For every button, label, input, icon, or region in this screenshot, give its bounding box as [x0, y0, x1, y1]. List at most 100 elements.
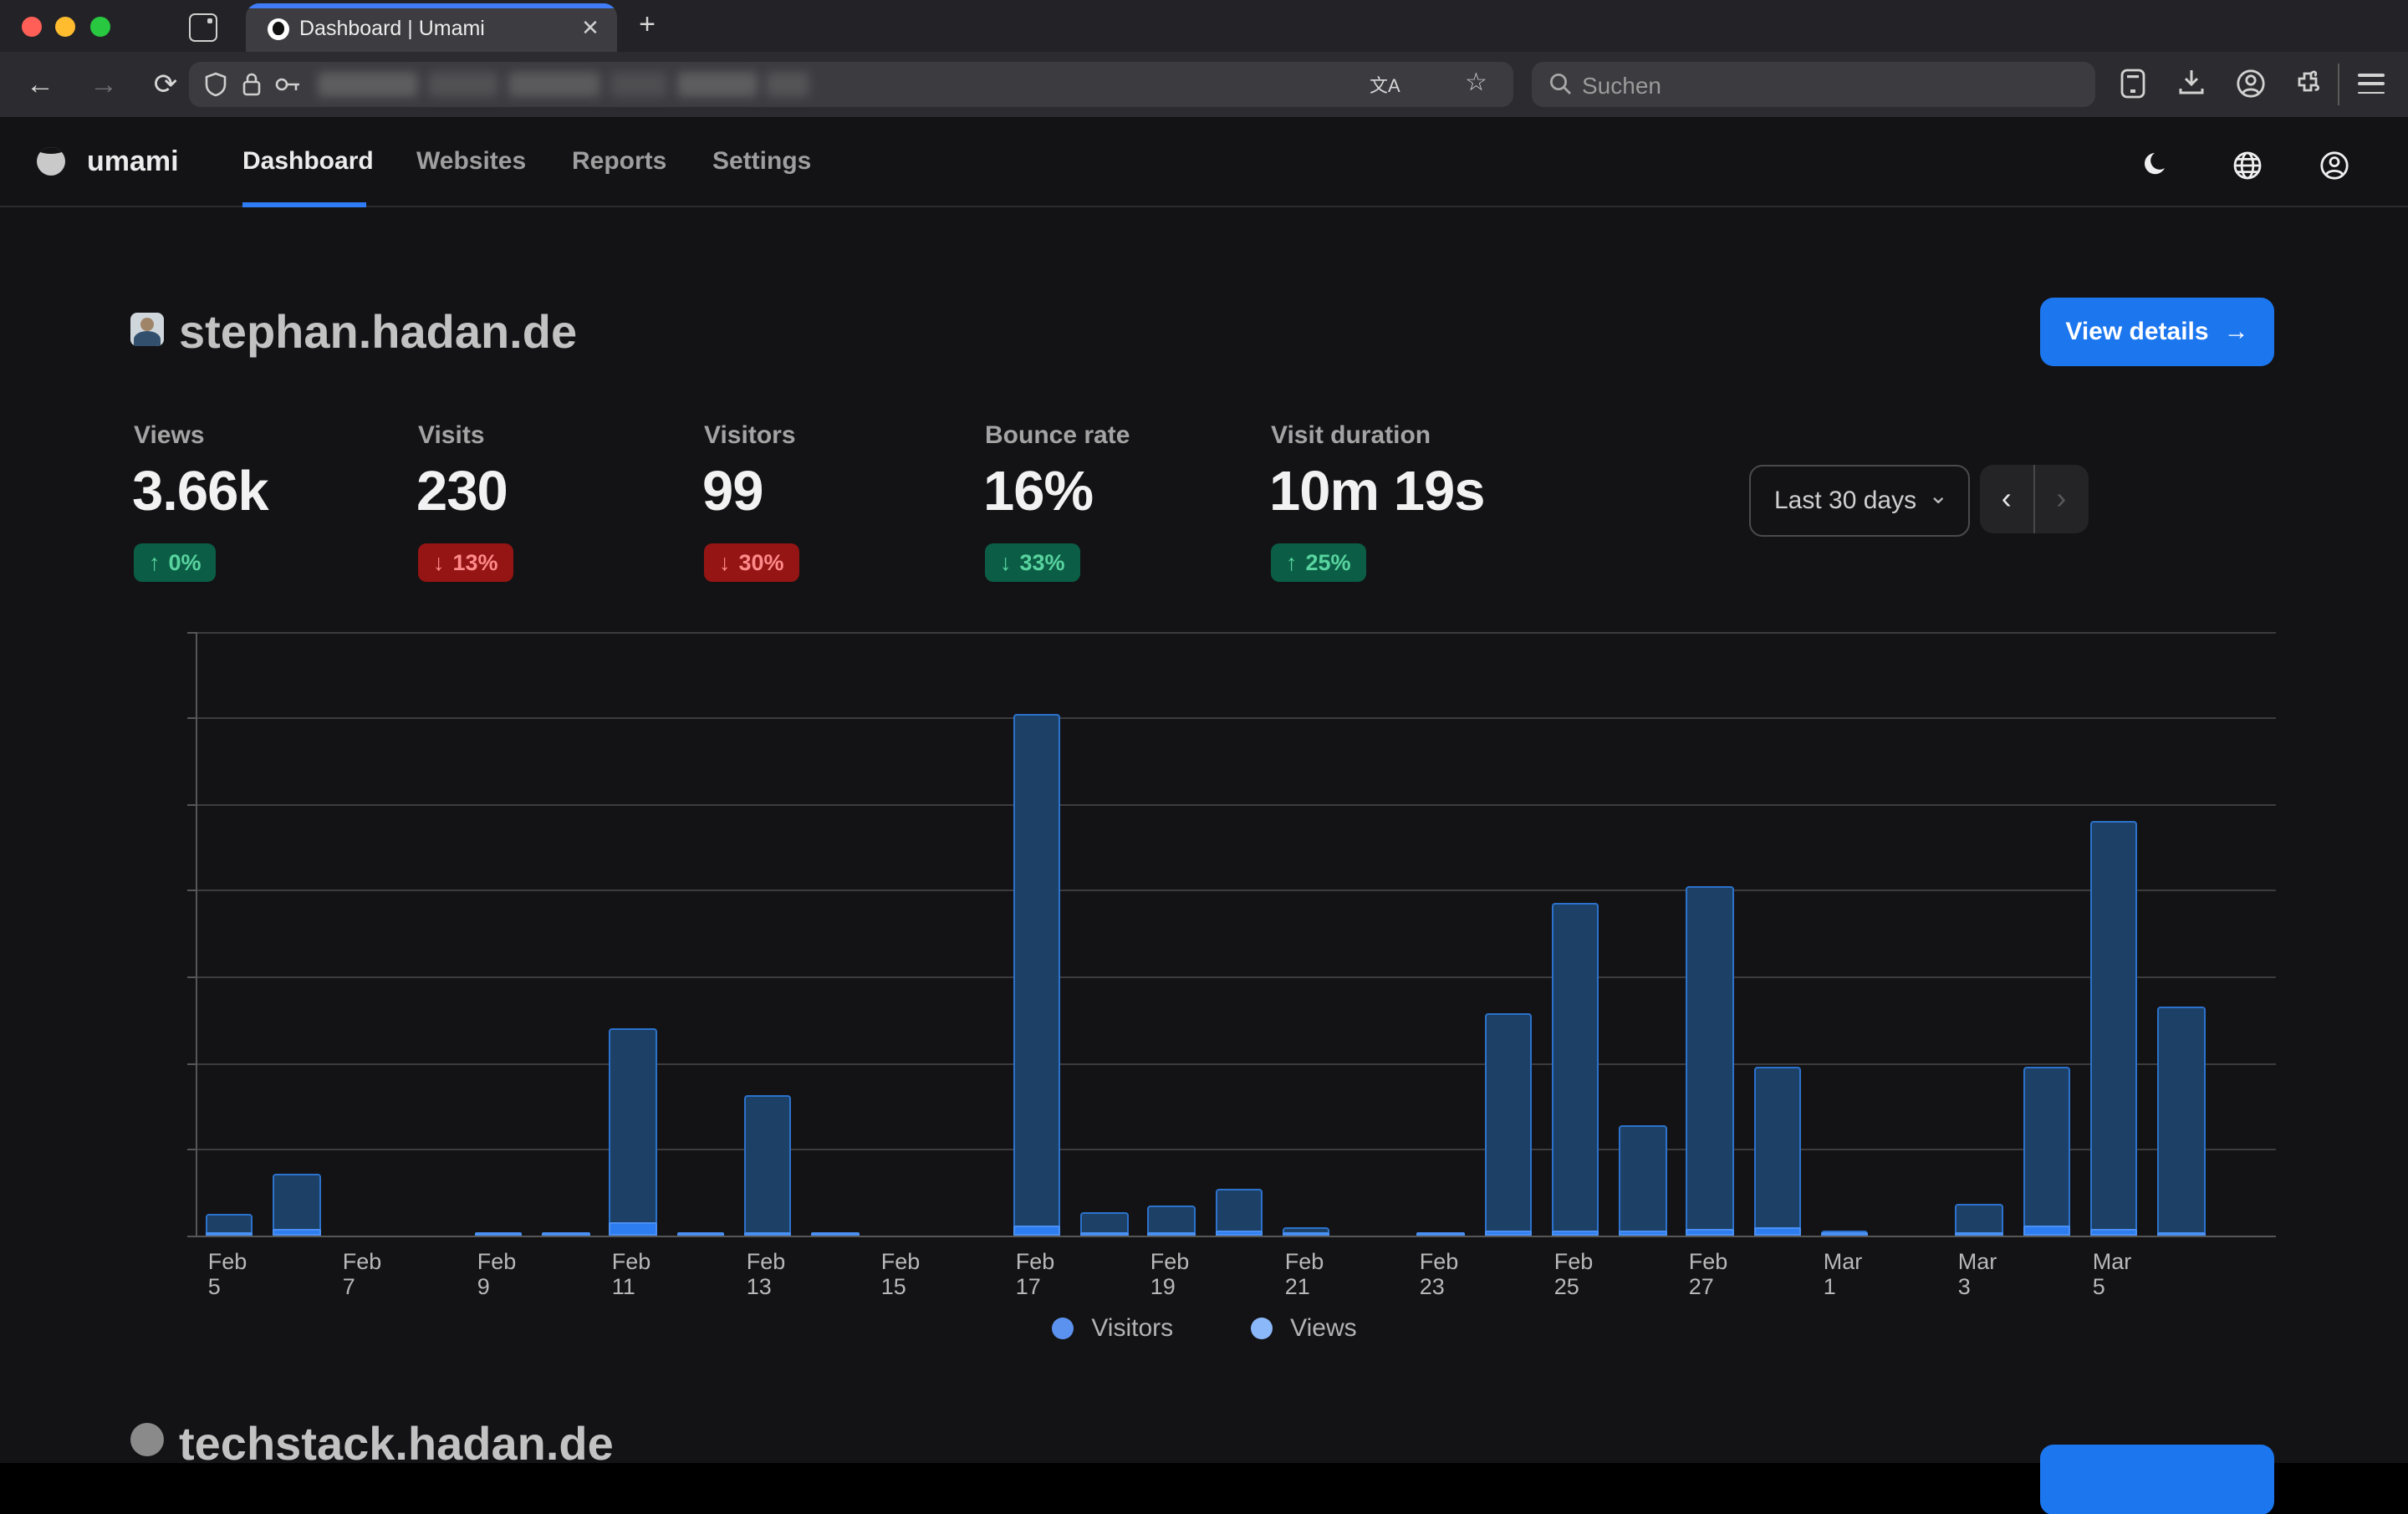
language-globe-icon[interactable]	[2232, 150, 2263, 181]
reload-button[interactable]: ⟳	[153, 69, 178, 100]
views-bar-mar-5[interactable]	[2089, 821, 2138, 1236]
x-axis-label: Mar 1	[1823, 1249, 1863, 1299]
views-bar-feb-11[interactable]	[609, 1028, 657, 1236]
visitors-bar-feb-12[interactable]	[676, 1232, 724, 1236]
visitors-bar-feb-17[interactable]	[1013, 1225, 1061, 1236]
legend-label-visitors: Visitors	[1091, 1314, 1174, 1343]
account-icon[interactable]	[2236, 69, 2266, 99]
visitors-bar-feb-5[interactable]	[205, 1232, 253, 1236]
bar-chart[interactable]	[186, 631, 2276, 1237]
toolbar-separator	[2338, 64, 2339, 105]
visitors-bar-feb-14[interactable]	[811, 1232, 859, 1236]
tab-dashboard[interactable]: Dashboard	[242, 147, 374, 176]
views-bar-feb-6[interactable]	[273, 1174, 320, 1236]
visitors-bar-feb-11[interactable]	[609, 1221, 657, 1236]
close-window-button[interactable]	[21, 16, 41, 36]
theme-moon-icon[interactable]	[2144, 150, 2172, 179]
bookmark-star-icon[interactable]: ☆	[1465, 69, 1487, 97]
search-bar[interactable]: Suchen	[1532, 62, 2095, 107]
visitors-bar-mar-5[interactable]	[2089, 1228, 2138, 1236]
x-axis-label: Feb 25	[1553, 1249, 1594, 1299]
zoom-window-button[interactable]	[89, 16, 110, 36]
visitors-bar-feb-26[interactable]	[1619, 1231, 1666, 1236]
views-dot-icon	[1250, 1318, 1273, 1339]
views-bar-feb-25[interactable]	[1551, 903, 1599, 1236]
gridline	[196, 1063, 2276, 1065]
gridline	[196, 1149, 2276, 1151]
views-bar-feb-5[interactable]	[205, 1213, 253, 1236]
visitors-bar-feb-19[interactable]	[1147, 1231, 1196, 1236]
visitors-bar-feb-9[interactable]	[474, 1232, 523, 1236]
visitors-bar-feb-21[interactable]	[1282, 1232, 1330, 1236]
views-bar-feb-19[interactable]	[1147, 1206, 1196, 1236]
visitors-bar-feb-20[interactable]	[1215, 1231, 1263, 1236]
metric-change-bounce-rate: ↓ 33%	[985, 543, 1080, 582]
browser-tab[interactable]: Dashboard | Umami	[246, 3, 617, 52]
visitors-bar-feb-6[interactable]	[273, 1228, 320, 1236]
views-bar-feb-26[interactable]	[1619, 1125, 1666, 1236]
site-favicon	[130, 313, 164, 346]
visitors-bar-feb-10[interactable]	[542, 1232, 589, 1236]
lock-icon[interactable]	[241, 72, 263, 97]
views-bar-feb-17[interactable]	[1013, 713, 1061, 1236]
shield-icon[interactable]	[204, 72, 227, 97]
views-bar-mar-3[interactable]	[1955, 1203, 2003, 1236]
firefox-view-icon[interactable]	[2120, 69, 2145, 99]
visitors-bar-feb-23[interactable]	[1416, 1232, 1465, 1236]
date-range-select[interactable]: Last 30 days ⌄	[1749, 464, 1970, 537]
x-axis-label: Feb 11	[611, 1249, 651, 1299]
visitors-bar-feb-25[interactable]	[1551, 1230, 1599, 1236]
menu-icon[interactable]	[2358, 74, 2385, 95]
visitors-bar-feb-24[interactable]	[1484, 1230, 1532, 1236]
tab-reports[interactable]: Reports	[572, 147, 667, 176]
visitors-bar-mar-6[interactable]	[2157, 1231, 2205, 1236]
views-bar-feb-27[interactable]	[1686, 885, 1734, 1236]
browser-titlebar: Dashboard | Umami ✕ +	[0, 0, 2408, 52]
site2-view-details-button[interactable]	[2040, 1445, 2274, 1514]
views-bar-mar-4[interactable]	[2023, 1067, 2070, 1236]
minimize-window-button[interactable]	[54, 16, 74, 36]
views-bar-feb-28[interactable]	[1753, 1066, 1801, 1236]
visitors-bar-mar-1[interactable]	[1820, 1232, 1869, 1236]
download-icon[interactable]	[2177, 69, 2206, 97]
visitors-bar-feb-27[interactable]	[1686, 1229, 1734, 1236]
next-period-button[interactable]: ›	[2056, 481, 2067, 515]
tab-websites[interactable]: Websites	[416, 147, 527, 176]
address-bar[interactable]: 文A ☆	[189, 62, 1513, 107]
forward-button[interactable]: →	[89, 69, 118, 100]
views-bar-feb-20[interactable]	[1215, 1188, 1263, 1236]
visitors-bar-feb-28[interactable]	[1753, 1226, 1801, 1236]
tab-settings[interactable]: Settings	[712, 147, 812, 176]
metric-label-views: Views	[134, 421, 205, 450]
x-axis-label: Feb 15	[880, 1249, 921, 1299]
visitors-bar-mar-3[interactable]	[1955, 1232, 2003, 1236]
chevron-down-icon: ⌄	[1928, 481, 1948, 507]
back-button[interactable]: ←	[26, 69, 54, 100]
legend-item-visitors[interactable]: Visitors	[1051, 1314, 1173, 1343]
prev-period-button[interactable]: ‹	[2001, 481, 2012, 515]
visitors-bar-feb-13[interactable]	[743, 1232, 792, 1236]
key-icon[interactable]	[274, 75, 303, 94]
visitors-bar-feb-18[interactable]	[1080, 1232, 1128, 1236]
views-bar-feb-13[interactable]	[743, 1094, 792, 1236]
active-tab-accent	[246, 3, 617, 8]
metric-value-visit-duration: 10m 19s	[1269, 461, 1485, 523]
views-bar-mar-6[interactable]	[2157, 1007, 2205, 1236]
visitors-bar-mar-4[interactable]	[2023, 1225, 2070, 1236]
y-tick	[186, 976, 196, 979]
view-details-label: View details	[2065, 317, 2209, 346]
profile-icon[interactable]	[2319, 150, 2349, 181]
legend-item-views[interactable]: Views	[1250, 1314, 1357, 1343]
gridline	[196, 717, 2276, 720]
new-tab-button[interactable]: +	[639, 8, 656, 40]
site2-name: techstack.hadan.de	[179, 1418, 614, 1470]
tab-close-icon[interactable]: ✕	[581, 15, 599, 40]
extensions-icon[interactable]	[2294, 69, 2323, 97]
translate-icon[interactable]: 文A	[1370, 77, 1400, 97]
view-details-button[interactable]: View details →	[2040, 297, 2274, 366]
views-bar-feb-18[interactable]	[1080, 1211, 1128, 1236]
metric-label-visitors: Visitors	[704, 421, 796, 450]
x-axis-label: Feb 19	[1150, 1249, 1190, 1299]
sidebar-toggle-icon[interactable]	[189, 13, 217, 42]
views-bar-feb-24[interactable]	[1484, 1012, 1532, 1236]
